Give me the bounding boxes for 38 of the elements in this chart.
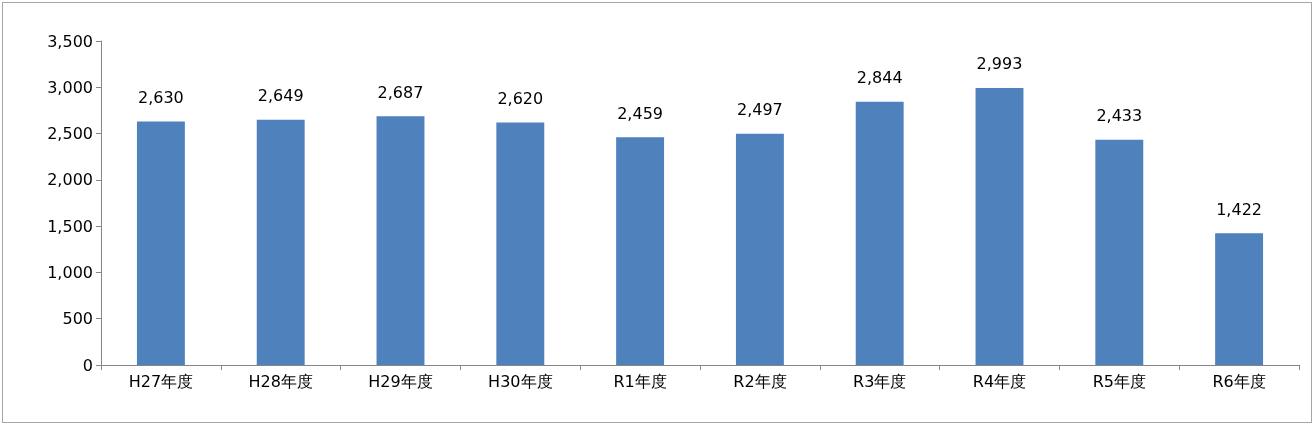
x-tick-label: R2年度 bbox=[733, 371, 787, 391]
x-tick-label: H27年度 bbox=[128, 371, 194, 391]
y-tick-label: 1,500 bbox=[47, 216, 93, 236]
y-tick-label: 3,000 bbox=[47, 77, 93, 97]
x-tick-label: H28年度 bbox=[248, 371, 313, 391]
y-tick-label: 3,500 bbox=[47, 31, 93, 51]
x-tick-label: H30年度 bbox=[488, 371, 553, 391]
data-label: 2,497 bbox=[736, 100, 783, 120]
y-tick-label: 0 bbox=[82, 355, 93, 375]
data-label: 2,433 bbox=[1096, 106, 1143, 126]
data-label: 2,459 bbox=[617, 103, 664, 123]
bar bbox=[975, 87, 1024, 365]
bar bbox=[376, 116, 425, 365]
x-tick-label: R6年度 bbox=[1212, 371, 1266, 391]
x-tick-label: R4年度 bbox=[972, 371, 1027, 391]
x-tick-label: H29年度 bbox=[368, 371, 433, 391]
bar bbox=[1095, 139, 1144, 365]
data-label: 2,844 bbox=[856, 68, 903, 88]
bar bbox=[136, 121, 185, 365]
data-label: 2,993 bbox=[976, 54, 1023, 74]
bar bbox=[256, 119, 305, 365]
y-tick-label: 1,000 bbox=[47, 262, 93, 282]
x-tick-label: R3年度 bbox=[853, 371, 907, 391]
bar bbox=[616, 137, 665, 365]
bar bbox=[735, 133, 784, 365]
bar bbox=[496, 122, 545, 365]
bar bbox=[855, 101, 904, 365]
x-tick-label: R5年度 bbox=[1092, 371, 1146, 391]
data-label: 2,630 bbox=[137, 88, 184, 108]
data-label: 2,687 bbox=[377, 82, 424, 102]
data-label: 2,649 bbox=[257, 86, 304, 106]
data-label: 1,422 bbox=[1216, 199, 1263, 219]
y-tick-label: 2,000 bbox=[47, 170, 93, 190]
y-tick-label: 2,500 bbox=[47, 124, 93, 144]
bar bbox=[1215, 233, 1264, 365]
data-label: 2,620 bbox=[497, 88, 544, 108]
y-tick-label: 500 bbox=[62, 309, 93, 329]
x-tick-label: R1年度 bbox=[613, 371, 667, 391]
